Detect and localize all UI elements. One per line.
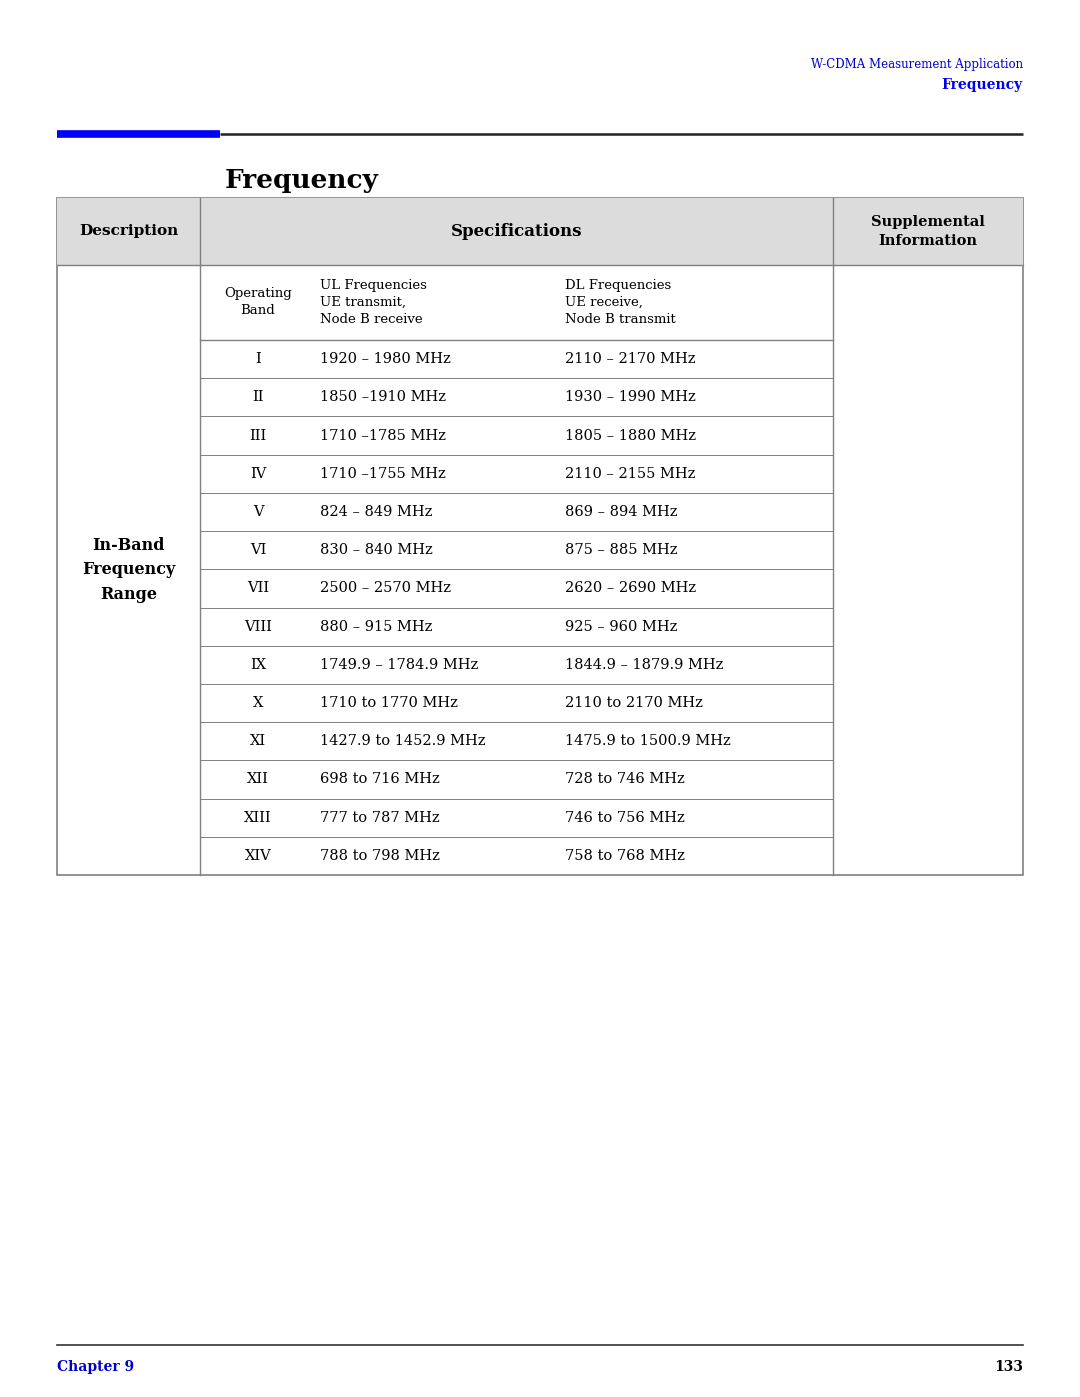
Text: Operating
Band: Operating Band [225,288,292,317]
Bar [57,198,1023,875]
Text: VI: VI [249,543,266,557]
Text: III: III [249,429,267,443]
Text: 1844.9 – 1879.9 MHz: 1844.9 – 1879.9 MHz [565,658,724,672]
Text: Chapter 9: Chapter 9 [57,1361,134,1375]
Text: I: I [255,352,261,366]
Text: VII: VII [247,581,269,595]
Text: IX: IX [249,658,266,672]
Text: II: II [253,390,264,404]
Text: 1850 –1910 MHz: 1850 –1910 MHz [320,390,446,404]
Text: 875 – 885 MHz: 875 – 885 MHz [565,543,677,557]
Text: 2500 – 2570 MHz: 2500 – 2570 MHz [320,581,451,595]
Text: 1427.9 to 1452.9 MHz: 1427.9 to 1452.9 MHz [320,735,486,749]
Text: X: X [253,696,264,710]
Text: Description: Description [79,225,178,239]
Text: 746 to 756 MHz: 746 to 756 MHz [565,810,685,824]
Text: DL Frequencies
UE receive,
Node B transmit: DL Frequencies UE receive, Node B transm… [565,279,676,326]
Text: 880 – 915 MHz: 880 – 915 MHz [320,620,432,634]
Text: XI: XI [249,735,266,749]
Text: 777 to 787 MHz: 777 to 787 MHz [320,810,440,824]
Text: 698 to 716 MHz: 698 to 716 MHz [320,773,440,787]
Text: 788 to 798 MHz: 788 to 798 MHz [320,849,440,863]
Text: 869 – 894 MHz: 869 – 894 MHz [565,504,677,518]
Text: 2110 – 2155 MHz: 2110 – 2155 MHz [565,467,696,481]
Text: XII: XII [247,773,269,787]
Text: 133: 133 [994,1361,1023,1375]
Text: UL Frequencies
UE transmit,
Node B receive: UL Frequencies UE transmit, Node B recei… [320,279,427,326]
Text: 2110 to 2170 MHz: 2110 to 2170 MHz [565,696,703,710]
Text: 1710 to 1770 MHz: 1710 to 1770 MHz [320,696,458,710]
Text: Specifications: Specifications [450,224,582,240]
Text: V: V [253,504,264,518]
Bar [57,198,1023,265]
Text: 1710 –1755 MHz: 1710 –1755 MHz [320,467,446,481]
Text: XIII: XIII [244,810,272,824]
Text: XIV: XIV [245,849,271,863]
Text: 2110 – 2170 MHz: 2110 – 2170 MHz [565,352,696,366]
Text: 925 – 960 MHz: 925 – 960 MHz [565,620,677,634]
Text: 1710 –1785 MHz: 1710 –1785 MHz [320,429,446,443]
Text: Frequency: Frequency [942,78,1023,92]
Text: Supplemental
Information: Supplemental Information [872,215,985,249]
Text: 1805 – 1880 MHz: 1805 – 1880 MHz [565,429,696,443]
Text: In-Band
Frequency
Range: In-Band Frequency Range [82,536,175,604]
Text: 824 – 849 MHz: 824 – 849 MHz [320,504,432,518]
Text: 728 to 746 MHz: 728 to 746 MHz [565,773,685,787]
Text: Frequency: Frequency [225,168,379,193]
Text: 758 to 768 MHz: 758 to 768 MHz [565,849,685,863]
Text: 2620 – 2690 MHz: 2620 – 2690 MHz [565,581,697,595]
Text: 1920 – 1980 MHz: 1920 – 1980 MHz [320,352,450,366]
Text: VIII: VIII [244,620,272,634]
Text: 830 – 840 MHz: 830 – 840 MHz [320,543,433,557]
Text: 1930 – 1990 MHz: 1930 – 1990 MHz [565,390,696,404]
Text: IV: IV [249,467,266,481]
Text: 1749.9 – 1784.9 MHz: 1749.9 – 1784.9 MHz [320,658,478,672]
Text: 1475.9 to 1500.9 MHz: 1475.9 to 1500.9 MHz [565,735,731,749]
Text: W-CDMA Measurement Application: W-CDMA Measurement Application [811,59,1023,71]
